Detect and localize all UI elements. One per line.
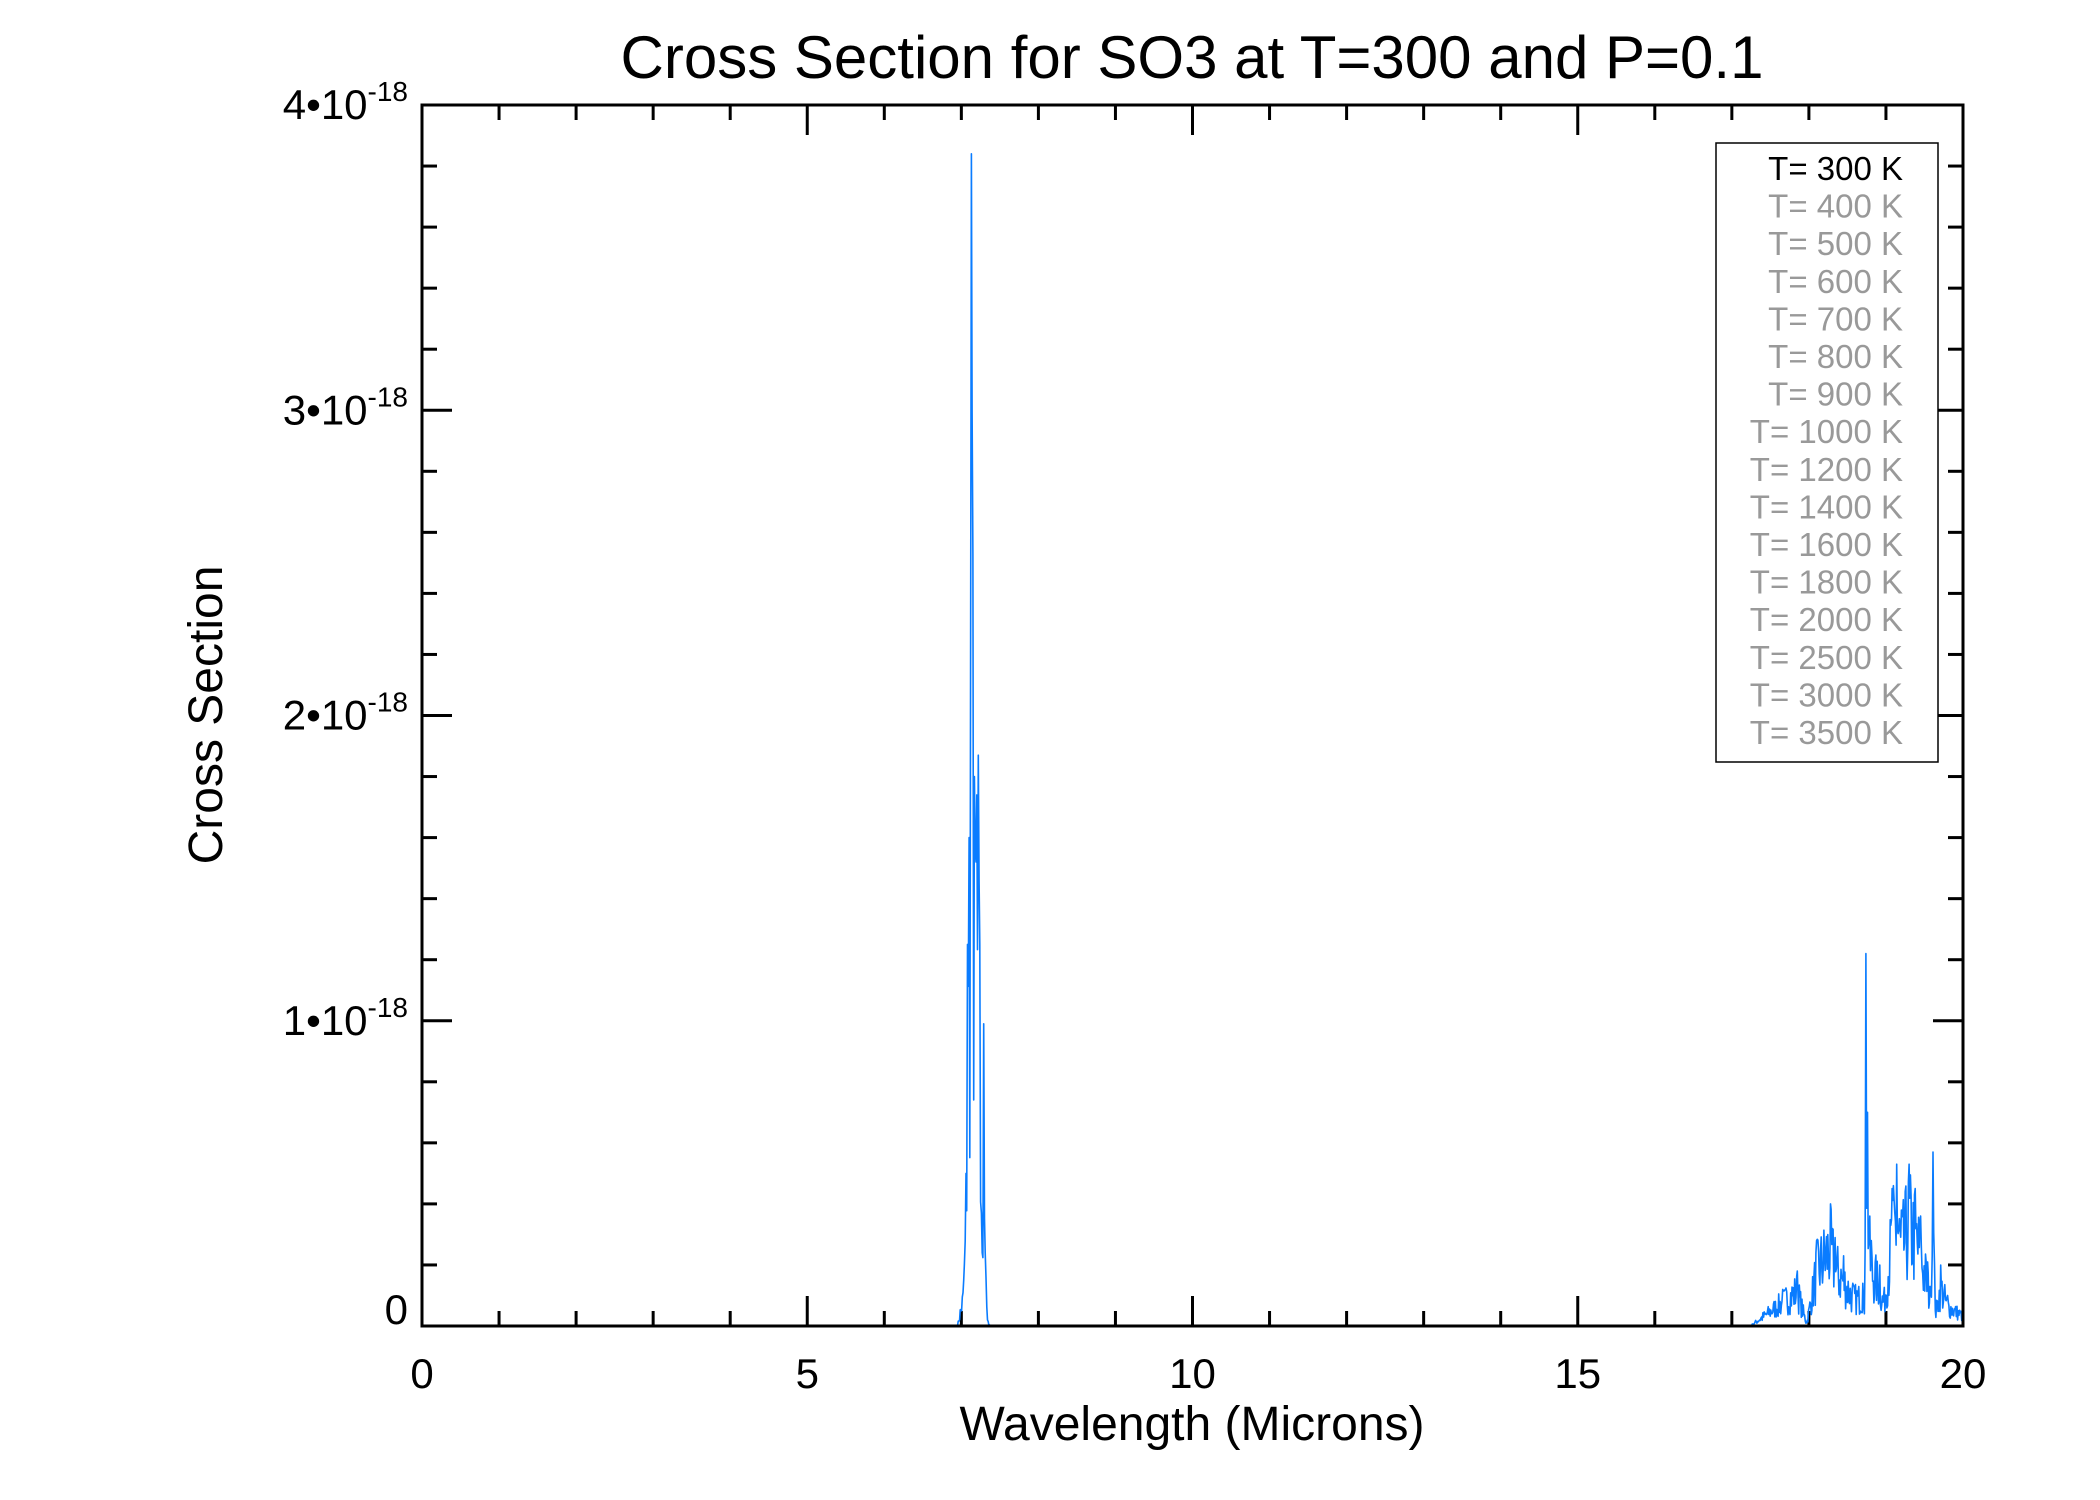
legend-entry: T= 600 K <box>1768 263 1903 300</box>
plot-frame <box>420 103 1965 1328</box>
legend-entry: T= 800 K <box>1768 338 1903 375</box>
legend-entry: T= 2500 K <box>1750 639 1903 676</box>
legend-entry: T= 700 K <box>1768 300 1903 337</box>
x-tick-label: 10 <box>1169 1350 1216 1397</box>
y-tick-exponent: -18 <box>368 992 408 1023</box>
x-axis-title: Wavelength (Microns) <box>959 1398 1424 1451</box>
legend: T= 300 KT= 400 KT= 500 KT= 600 KT= 700 K… <box>1715 142 1939 763</box>
legend-entry: T= 400 K <box>1768 188 1903 225</box>
y-tick-mantissa: 2•10 <box>283 692 368 739</box>
y-tick-label: 1•10-18 <box>283 992 408 1044</box>
y-tick-exponent: -18 <box>368 687 408 718</box>
x-tick-label: 20 <box>1940 1350 1987 1397</box>
y-tick-label: 4•10-18 <box>283 76 408 128</box>
x-tick-label: 5 <box>796 1350 819 1397</box>
legend-entry: T= 1000 K <box>1750 413 1903 450</box>
legend-entry: T= 1400 K <box>1750 488 1903 525</box>
legend-entry: T= 2000 K <box>1750 601 1903 638</box>
y-tick-exponent: -18 <box>368 76 408 107</box>
legend-entry: T= 1800 K <box>1750 564 1903 601</box>
y-tick-label: 0 <box>385 1286 408 1333</box>
legend-entry: T= 3500 K <box>1750 714 1903 751</box>
legend-entry: T= 300 K <box>1768 150 1903 187</box>
legend-entry: T= 3000 K <box>1750 676 1903 713</box>
legend-box <box>1715 142 1939 763</box>
y-tick-label: 3•10-18 <box>283 381 408 433</box>
x-tick-label: 15 <box>1554 1350 1601 1397</box>
y-tick-labels: 01•10-182•10-183•10-184•10-18 <box>283 76 408 1333</box>
legend-entry: T= 1600 K <box>1750 526 1903 563</box>
y-axis-title: Cross Section <box>180 566 233 865</box>
legend-entry: T= 900 K <box>1768 376 1903 413</box>
y-tick-mantissa: 1•10 <box>283 997 368 1044</box>
y-tick-mantissa: 0 <box>385 1286 408 1333</box>
legend-entry: T= 500 K <box>1768 225 1903 262</box>
x-tick-label: 0 <box>410 1350 433 1397</box>
x-tick-labels: 0 5 10 15 20 <box>410 1350 1986 1397</box>
legend-entry: T= 1200 K <box>1750 451 1903 488</box>
y-tick-label: 2•10-18 <box>283 687 408 739</box>
y-tick-mantissa: 4•10 <box>283 81 368 128</box>
y-tick-exponent: -18 <box>368 381 408 412</box>
chart-title: Cross Section for SO3 at T=300 and P=0.1 <box>621 24 1764 91</box>
y-tick-mantissa: 3•10 <box>283 386 368 433</box>
